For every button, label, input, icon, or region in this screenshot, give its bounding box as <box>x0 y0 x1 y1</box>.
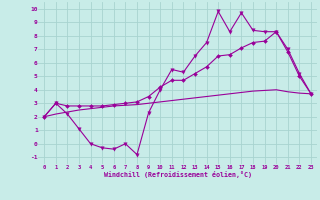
X-axis label: Windchill (Refroidissement éolien,°C): Windchill (Refroidissement éolien,°C) <box>104 171 252 178</box>
